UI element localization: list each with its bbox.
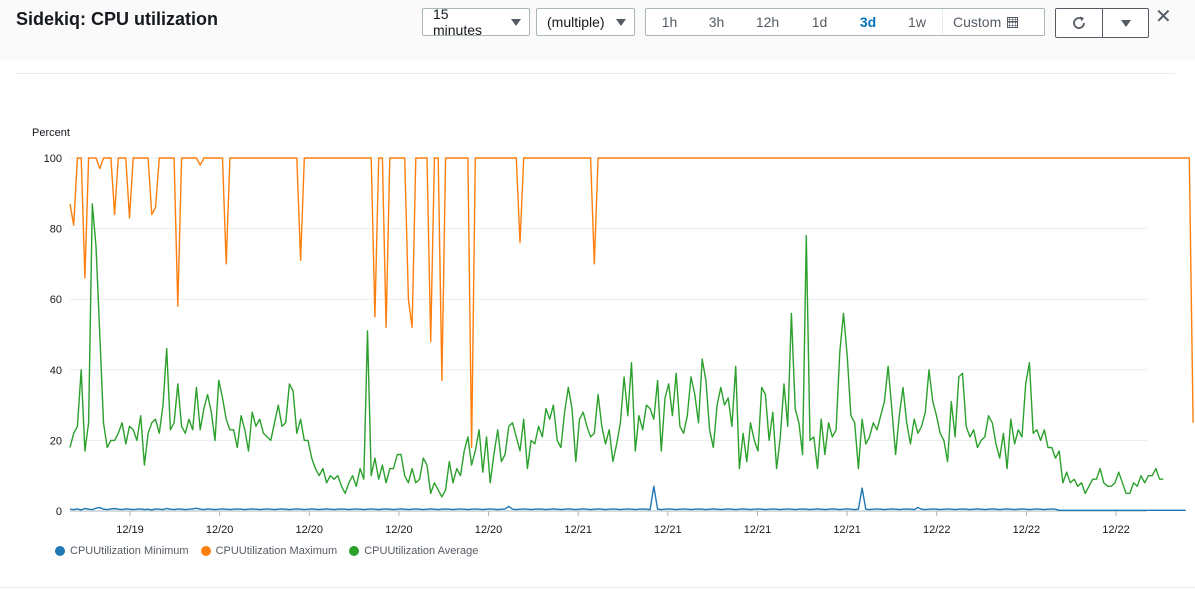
range-label: 3h xyxy=(708,14,725,30)
x-tick-label: 12/20 xyxy=(475,524,503,536)
range-label: 1w xyxy=(908,14,926,30)
x-tick-label: 12/20 xyxy=(296,524,324,536)
x-tick-label: 12/19 xyxy=(116,524,144,536)
statistic-select-value: (multiple) xyxy=(547,14,605,30)
period-select-value: 15 minutes xyxy=(433,6,483,38)
legend-swatch xyxy=(349,546,360,556)
y-tick-label: 0 xyxy=(56,506,62,518)
close-icon[interactable]: ✕ xyxy=(1155,6,1172,28)
caret-down-icon xyxy=(616,18,626,26)
y-tick-label: 80 xyxy=(50,224,62,236)
y-tick-label: 40 xyxy=(50,365,62,377)
y-tick-label: 20 xyxy=(50,435,62,447)
series-line-maximum xyxy=(69,157,1194,449)
x-tick-label: 12/20 xyxy=(385,524,413,536)
x-tick-label: 12/21 xyxy=(654,524,682,536)
chart-legend: CPUUtilization Minimum CPUUtilization Ma… xyxy=(55,545,478,557)
y-tick-label: 100 xyxy=(44,153,62,165)
range-label: 12h xyxy=(755,14,780,30)
range-custom[interactable]: Custom xyxy=(942,9,1028,35)
series-line-minimum xyxy=(69,485,1186,511)
range-label: 1d xyxy=(811,14,828,30)
range-12h[interactable]: 12h xyxy=(740,9,795,35)
caret-down-icon xyxy=(511,18,521,26)
legend-label: CPUUtilization Maximum xyxy=(215,545,338,557)
refresh-button-group xyxy=(1055,8,1149,38)
widget-title: Sidekiq: CPU utilization xyxy=(16,9,219,29)
widget-header: Sidekiq: CPU utilization 15 minutes (mul… xyxy=(0,0,1195,60)
legend-item-average[interactable]: CPUUtilization Average xyxy=(349,545,478,557)
range-label: 3d xyxy=(859,14,877,30)
y-axis-label: Percent xyxy=(32,127,70,139)
header-divider xyxy=(16,73,1175,74)
refresh-options-button[interactable] xyxy=(1103,9,1148,37)
x-tick-label: 12/22 xyxy=(923,524,951,536)
time-range-selector: 1h 3h 12h 1d 3d 1w Custom xyxy=(645,8,1045,36)
range-1w[interactable]: 1w xyxy=(892,9,942,35)
custom-label: Custom xyxy=(953,14,1002,30)
statistic-select[interactable]: (multiple) xyxy=(536,8,635,36)
legend-item-maximum[interactable]: CPUUtilization Maximum xyxy=(200,545,338,557)
calendar-icon xyxy=(1007,16,1019,28)
series-line-average xyxy=(69,203,1164,498)
x-tick-label: 12/21 xyxy=(564,524,592,536)
x-tick-label: 12/21 xyxy=(833,524,861,536)
legend-item-minimum[interactable]: CPUUtilization Minimum xyxy=(55,545,189,557)
legend-swatch xyxy=(55,546,65,556)
x-tick-label: 12/22 xyxy=(1013,524,1041,536)
range-1d[interactable]: 1d xyxy=(795,9,844,35)
range-1h[interactable]: 1h xyxy=(646,9,693,35)
x-tick-label: 12/22 xyxy=(1102,524,1130,536)
range-label: 1h xyxy=(661,14,678,30)
refresh-button[interactable] xyxy=(1056,9,1103,37)
caret-down-icon xyxy=(1120,19,1131,27)
range-3h[interactable]: 3h xyxy=(693,9,740,35)
widget-bottom-border xyxy=(0,587,1195,588)
legend-swatch xyxy=(200,546,211,556)
range-3d[interactable]: 3d xyxy=(844,9,892,35)
legend-label: CPUUtilization Minimum xyxy=(70,545,189,557)
legend-label: CPUUtilization Average xyxy=(364,545,479,557)
x-tick-label: 12/21 xyxy=(744,524,772,536)
refresh-icon xyxy=(1073,16,1085,29)
period-select[interactable]: 15 minutes xyxy=(422,6,530,38)
y-tick-label: 60 xyxy=(50,294,62,306)
x-tick-label: 12/20 xyxy=(206,524,234,536)
